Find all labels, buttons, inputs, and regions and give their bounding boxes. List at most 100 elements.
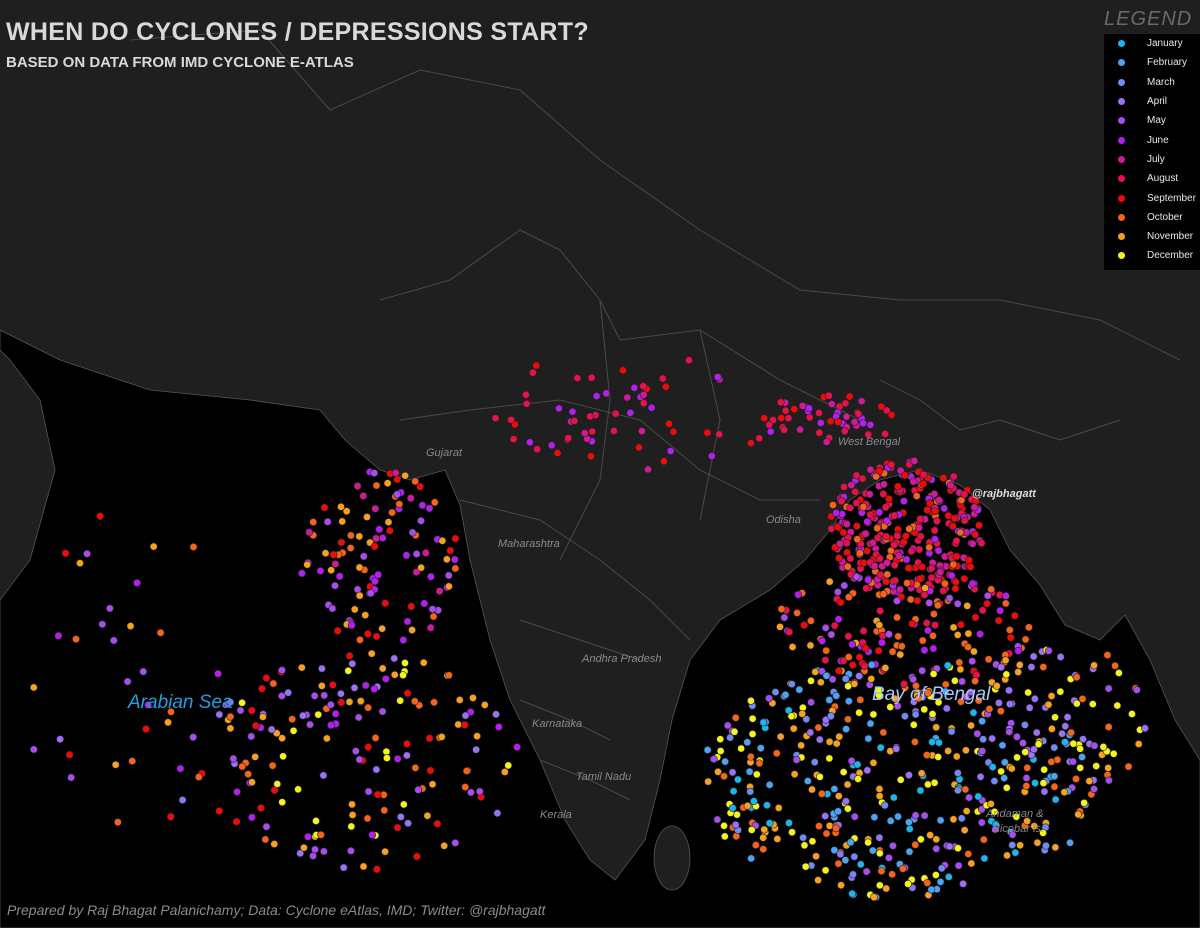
cyclone-point (834, 807, 843, 816)
label-nicobar: Nicobar is. (992, 823, 1044, 835)
cyclone-point (990, 807, 999, 816)
cyclone-point (912, 492, 921, 500)
label-andhra-pradesh: Andhra Pradesh (582, 653, 662, 665)
cyclone-point (361, 611, 370, 620)
cyclone-point (988, 763, 997, 771)
cyclone-point (374, 570, 383, 579)
cyclone-point (964, 643, 972, 651)
cyclone-point (214, 669, 222, 678)
cyclone-point (859, 558, 868, 567)
cyclone-point (883, 558, 891, 567)
legend-label: May (1147, 115, 1166, 127)
cyclone-point (133, 579, 141, 587)
cyclone-point (931, 535, 939, 544)
cyclone-point (547, 441, 556, 450)
cyclone-point (344, 666, 353, 675)
cyclone-point (661, 382, 670, 391)
cyclone-point (919, 479, 928, 488)
cyclone-point (905, 524, 914, 533)
label-gujarat: Gujarat (426, 447, 463, 459)
label-west-bengal: West Bengal (838, 436, 901, 448)
cyclone-point (658, 374, 667, 383)
cyclone-point (372, 632, 381, 641)
legend-item-october: October (1104, 208, 1200, 227)
cyclone-point (396, 812, 405, 821)
cyclone-point (856, 695, 865, 704)
cyclone-point (716, 735, 725, 744)
cyclone-point (765, 420, 774, 429)
cyclone-point (949, 472, 958, 481)
cyclone-point (821, 623, 830, 632)
cyclone-point (765, 780, 774, 789)
cyclone-point (930, 610, 938, 618)
cyclone-point (885, 853, 893, 862)
cyclone-point (803, 777, 812, 785)
cyclone-point (1008, 841, 1017, 849)
cyclone-point (841, 856, 850, 865)
cyclone-point (854, 409, 863, 418)
cyclone-point (901, 532, 910, 541)
cyclone-point (429, 612, 438, 621)
cyclone-point (532, 361, 541, 370)
legend-item-february: February (1104, 53, 1200, 72)
cyclone-point (703, 428, 712, 437)
cyclone-point (420, 599, 429, 608)
cyclone-point (1005, 686, 1013, 695)
cyclone-point (952, 752, 961, 761)
cyclone-point (842, 412, 851, 421)
cyclone-point (968, 539, 977, 548)
cyclone-point (96, 512, 105, 521)
cyclone-point (815, 409, 823, 417)
cyclone-point (1072, 775, 1080, 783)
cyclone-point (1040, 765, 1049, 774)
cyclone-point (896, 466, 905, 475)
cyclone-point (278, 666, 286, 675)
cyclone-point (226, 724, 235, 733)
legend-label: August (1147, 173, 1179, 185)
cyclone-point (979, 735, 988, 744)
cyclone-point (370, 685, 379, 694)
cyclone-point (846, 503, 855, 512)
cyclone-point (816, 678, 825, 687)
cyclone-point (930, 526, 939, 535)
cyclone-point (303, 560, 312, 569)
cyclone-point (849, 870, 857, 879)
cyclone-point (883, 516, 891, 525)
cyclone-point (760, 825, 769, 834)
cyclone-point (337, 502, 345, 511)
cyclone-point (142, 725, 150, 733)
cyclone-point (480, 701, 489, 709)
cyclone-point (946, 481, 955, 490)
cyclone-point (966, 562, 975, 571)
cyclone-point (763, 801, 771, 810)
cyclone-point (297, 569, 306, 578)
cyclone-point (1032, 728, 1041, 737)
label-karnataka: Karnataka (532, 718, 583, 730)
cyclone-point (1013, 753, 1021, 762)
cyclone-point (830, 621, 839, 630)
cyclone-point (855, 672, 863, 680)
cyclone-point (251, 752, 260, 761)
cyclone-point (1104, 723, 1113, 731)
cyclone-point (734, 775, 742, 784)
cyclone-point (309, 852, 317, 860)
cyclone-point (863, 766, 872, 775)
cyclone-point (905, 818, 913, 827)
cyclone-point (233, 788, 241, 796)
cyclone-point (312, 817, 320, 825)
cyclone-point (906, 595, 915, 604)
cyclone-point (412, 550, 421, 558)
cyclone-point (737, 744, 746, 753)
cyclone-point (339, 863, 348, 872)
cyclone-point (1067, 728, 1075, 737)
cyclone-point (610, 427, 618, 435)
cyclone-point (869, 758, 878, 767)
cyclone-point (836, 850, 845, 859)
cyclone-point (755, 434, 764, 443)
legend-dot-icon (1118, 175, 1125, 183)
cyclone-point (430, 698, 438, 707)
cyclone-point (1090, 661, 1098, 670)
cyclone-point (954, 786, 962, 795)
cyclone-point (995, 699, 1003, 707)
cyclone-point (1113, 701, 1122, 710)
